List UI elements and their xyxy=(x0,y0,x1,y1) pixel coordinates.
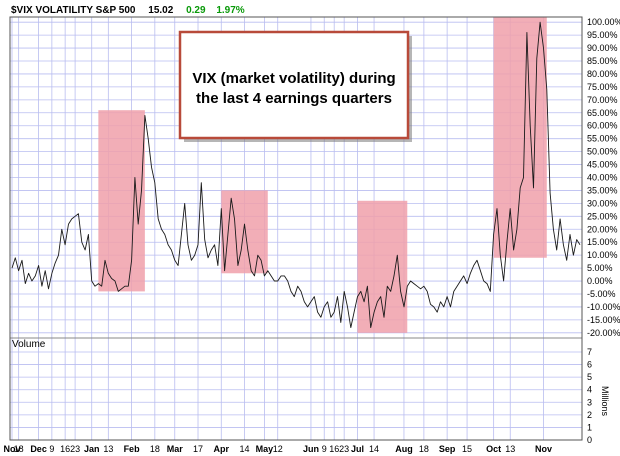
y-tick-label: 10.00% xyxy=(587,250,618,260)
x-tick-label: 23 xyxy=(70,444,80,454)
volume-tick-label: 4 xyxy=(587,385,592,395)
earnings-quarter-highlight xyxy=(357,200,408,333)
y-tick-label: 100.00% xyxy=(587,17,620,27)
x-tick-label: 17 xyxy=(193,444,203,454)
header: $VIX VOLATILITY S&P 500 15.02 0.29 1.97% xyxy=(11,5,245,16)
volume-axis: 7 6 5 4 3 2 1 0 xyxy=(587,347,592,445)
x-tick-label: Jan xyxy=(84,444,100,454)
y-tick-label: 30.00% xyxy=(587,198,618,208)
y-tick-label: 35.00% xyxy=(587,185,618,195)
x-tick-label: Apr xyxy=(214,444,230,454)
y-tick-label: 70.00% xyxy=(587,95,618,105)
y-tick-label: 15.00% xyxy=(587,237,618,247)
y-axis: 100.00% 95.00% 90.00% 85.00% 80.00% 75.00% 70.… xyxy=(587,17,620,338)
x-tick-label: 16 xyxy=(329,444,339,454)
x-tick-label: Jun xyxy=(303,444,319,454)
x-tick-label: Aug xyxy=(395,444,413,454)
vix-line xyxy=(11,21,581,329)
x-tick-label: 23 xyxy=(339,444,349,454)
y-tick-label: 5.00% xyxy=(587,263,613,273)
y-tick-label: -20.00% xyxy=(587,328,620,338)
plot-frame xyxy=(9,16,583,441)
volume-tick-label: 6 xyxy=(587,360,592,370)
last-value: 15.02 xyxy=(148,5,173,16)
y-tick-label: 45.00% xyxy=(587,160,618,170)
x-tick-label: Feb xyxy=(124,444,141,454)
y-tick-label: 55.00% xyxy=(587,134,618,144)
symbol-label: $VIX VOLATILITY S&P 500 xyxy=(11,5,136,16)
x-tick-label: 12 xyxy=(273,444,283,454)
change-percent: 1.97% xyxy=(216,5,244,16)
y-tick-label: 75.00% xyxy=(587,82,618,92)
annotation-frame xyxy=(178,30,410,140)
y-tick-label: 25.00% xyxy=(587,211,618,221)
annotation-box: VIX (market volatility) during the last … xyxy=(178,30,412,142)
y-tick-label: 65.00% xyxy=(587,108,618,118)
earnings-quarter-highlight xyxy=(221,190,268,274)
annotation-line-2: the last 4 earnings quarters xyxy=(196,90,392,107)
y-tick-label: 90.00% xyxy=(587,43,618,53)
x-tick-label: 18 xyxy=(150,444,160,454)
y-tick-label: 95.00% xyxy=(587,30,618,40)
x-tick-label: 15 xyxy=(462,444,472,454)
x-tick-label: 14 xyxy=(240,444,250,454)
earnings-quarter-highlight xyxy=(493,17,547,258)
x-tick-label: Nov xyxy=(3,444,20,454)
volume-unit-label: Millions xyxy=(600,386,610,417)
x-tick-label: Oct xyxy=(486,444,501,454)
y-tick-label: 0.00% xyxy=(587,276,613,286)
y-tick-label: -10.00% xyxy=(587,302,620,312)
x-tick-label: 9 xyxy=(322,444,327,454)
y-tick-label: 85.00% xyxy=(587,56,618,66)
annotation-line-1: VIX (market volatility) during xyxy=(192,70,395,87)
earnings-highlights xyxy=(98,17,547,333)
y-tick-label: -15.00% xyxy=(587,315,620,325)
x-tick-label: 13 xyxy=(103,444,113,454)
earnings-quarter-highlight xyxy=(98,110,145,292)
x-tick-label: 9 xyxy=(49,444,54,454)
x-tick-label: Jul xyxy=(351,444,364,454)
change-value: 0.29 xyxy=(186,5,206,16)
volume-tick-label: 2 xyxy=(587,410,592,420)
volume-label: Volume xyxy=(12,339,46,350)
y-tick-label: 50.00% xyxy=(587,147,618,157)
volume-tick-label: 0 xyxy=(587,435,592,445)
x-tick-label: 14 xyxy=(369,444,379,454)
y-tick-label: 60.00% xyxy=(587,121,618,131)
x-tick-label: May xyxy=(256,444,274,454)
x-tick-label: Mar xyxy=(167,444,184,454)
x-tick-label: 16 xyxy=(60,444,70,454)
x-tick-label: 18 xyxy=(14,444,24,454)
volume-tick-label: 1 xyxy=(587,422,592,432)
x-tick-label: Dec xyxy=(30,444,47,454)
vix-series xyxy=(11,21,581,329)
volume-tick-label: 3 xyxy=(587,397,592,407)
x-tick-label: Nov xyxy=(535,444,552,454)
x-tick-label: 18 xyxy=(419,444,429,454)
volume-tick-label: 7 xyxy=(587,347,592,357)
x-tick-label: Sep xyxy=(439,444,456,454)
y-tick-label: -5.00% xyxy=(587,289,616,299)
y-tick-label: 40.00% xyxy=(587,173,618,183)
x-tick-label: 13 xyxy=(505,444,515,454)
y-tick-label: 80.00% xyxy=(587,69,618,79)
y-tick-label: 20.00% xyxy=(587,224,618,234)
volume-tick-label: 5 xyxy=(587,372,592,382)
